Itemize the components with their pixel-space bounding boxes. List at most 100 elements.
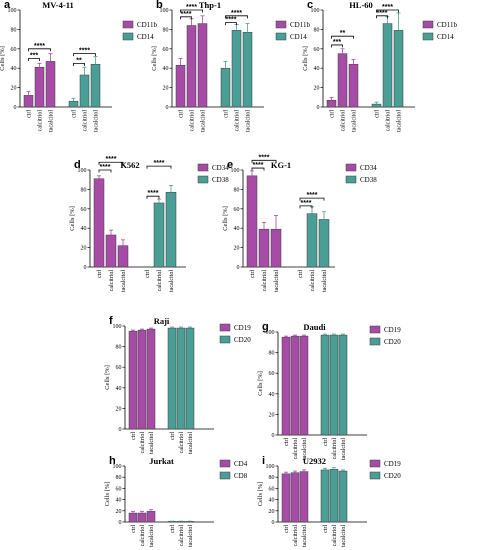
significance-bracket: [28, 48, 51, 52]
y-tick-label: 40: [314, 66, 320, 72]
y-tick-label: 20: [116, 406, 122, 412]
x-tick-label: tacalcitol: [246, 110, 252, 132]
y-tick-label: 20: [269, 509, 275, 515]
significance-bracket: [331, 44, 343, 48]
significance-label: ****: [154, 160, 165, 167]
y-tick-label: 100: [231, 168, 240, 174]
significance-bracket: [146, 165, 172, 169]
y-tick-label: 60: [81, 207, 87, 213]
bar: [393, 30, 404, 108]
bar: [146, 328, 156, 430]
significance-label: ****: [382, 4, 393, 11]
bar: [79, 74, 90, 108]
legend-swatch: [122, 32, 134, 41]
y-tick-label: 80: [81, 187, 87, 193]
bar: [246, 175, 258, 268]
bar: [320, 469, 330, 523]
x-tick-label: calcitriol: [262, 270, 268, 292]
x-tick-label: tacalcitol: [302, 438, 308, 460]
y-tick-label: 0: [272, 433, 275, 439]
x-tick-label: ctrl: [72, 110, 78, 118]
y-tick-label: 20: [163, 86, 169, 92]
bar: [281, 473, 291, 523]
x-tick-label: calcitriol: [190, 110, 196, 132]
x-tick-label: calcitriol: [310, 270, 316, 292]
significance-bracket: [331, 35, 354, 39]
significance-bracket: [98, 169, 112, 173]
x-tick-label: calcitriol: [235, 110, 241, 132]
legend-label: CD14: [137, 33, 154, 41]
bar: [128, 330, 138, 430]
y-tick-label: 100: [78, 168, 87, 174]
y-tick-label: 40: [234, 226, 240, 232]
significance-bracket: [299, 197, 325, 201]
legend-swatch: [219, 471, 231, 480]
bar: [270, 228, 282, 268]
bar: [320, 334, 330, 436]
x-tick-label: ctrl: [170, 432, 176, 440]
bar: [23, 95, 34, 108]
x-tick-label: tacalcitol: [322, 270, 328, 292]
legend-label: CD14: [437, 33, 454, 41]
legend-swatch: [369, 459, 381, 468]
y-tick-label: 0: [14, 105, 17, 111]
significance-label: ****: [307, 192, 318, 199]
x-tick-label: tacalcitol: [341, 438, 347, 460]
legend-label: CD20: [384, 472, 401, 480]
panel-letter: h: [109, 455, 116, 467]
bar: [258, 228, 270, 268]
bar: [242, 32, 253, 108]
y-tick-label: 80: [116, 475, 122, 481]
y-tick-label: 80: [269, 475, 275, 481]
bar: [382, 23, 393, 108]
panel-title: U2932: [303, 456, 326, 466]
y-tick-label: 60: [269, 486, 275, 492]
significance-label: ****: [253, 162, 264, 169]
bar: [185, 327, 195, 430]
x-tick-label: ctrl: [145, 270, 151, 278]
y-tick-label: 40: [11, 66, 17, 72]
legend-label: CD11b: [437, 21, 457, 29]
y-tick-label: 20: [234, 246, 240, 252]
panel-title: MV-4-11: [42, 0, 73, 10]
x-tick-label: ctrl: [27, 110, 33, 118]
bar: [176, 327, 186, 430]
significance-bracket: [180, 9, 203, 13]
x-tick-label: tacalcitol: [169, 270, 175, 292]
bar: [45, 61, 56, 108]
y-tick-label: 40: [116, 386, 122, 392]
bar: [153, 202, 165, 268]
panel-letter: c: [307, 0, 313, 11]
x-tick-label: calcitriol: [157, 270, 163, 292]
y-tick-label: 100: [266, 464, 275, 470]
y-tick-label: 60: [116, 486, 122, 492]
significance-bracket: [251, 167, 265, 171]
x-tick-label: ctrl: [284, 525, 290, 533]
legend-label: CD34: [360, 164, 377, 172]
significance-label: ****: [106, 156, 117, 163]
x-tick-label: tacalcitol: [149, 432, 155, 454]
y-tick-label: 60: [163, 47, 169, 53]
legend-label: CD19: [384, 460, 401, 468]
bar: [34, 66, 45, 108]
x-tick-label: calcitriol: [332, 438, 338, 460]
panel-b: b Thp-1 0 20 40 60 80 100 Cells [%] ctrl calcitrio…: [151, 0, 310, 132]
significance-label: ****: [259, 154, 270, 161]
y-tick-label: 60: [314, 47, 320, 53]
significance-label: ****: [301, 200, 312, 207]
x-tick-label: tacalcitol: [188, 525, 194, 547]
y-tick-label: 0: [272, 520, 275, 526]
panel-letter: d: [74, 159, 81, 171]
y-axis-label: Cells [%]: [257, 371, 264, 396]
bar: [68, 100, 79, 108]
x-tick-label: ctrl: [131, 432, 137, 440]
y-tick-label: 100: [311, 8, 320, 14]
bar: [348, 64, 359, 108]
legend-swatch: [345, 175, 357, 184]
bar: [137, 512, 147, 523]
y-tick-label: 60: [269, 371, 275, 377]
x-tick-label: calcitriol: [179, 432, 185, 454]
